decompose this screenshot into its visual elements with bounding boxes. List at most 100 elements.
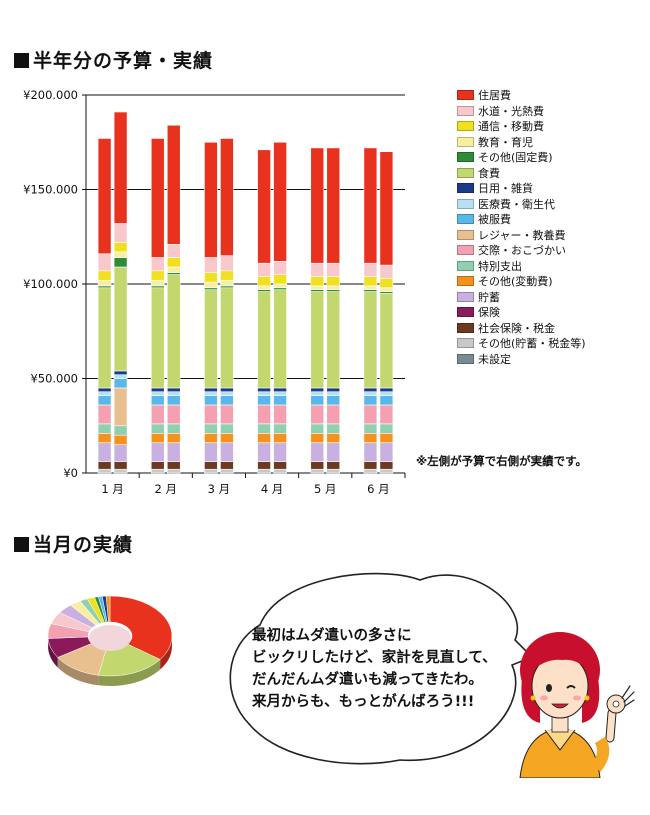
bar-segment-budget xyxy=(204,391,218,396)
bar-segment-actual xyxy=(166,257,181,268)
bar-segment-budget xyxy=(257,291,271,389)
legend-label: 保険 xyxy=(478,306,500,319)
bar-segment-actual xyxy=(326,468,341,474)
legend-label: その他(変動費) xyxy=(478,275,553,288)
bar-segment-actual xyxy=(166,387,181,393)
bar-segment-actual xyxy=(326,285,341,290)
legend-item: 医療費・衛生代 xyxy=(457,197,586,213)
bar-segment-actual xyxy=(273,391,287,396)
bar-segment-actual xyxy=(113,251,128,258)
legend-label: 食費 xyxy=(478,166,500,180)
bar-segment-actual xyxy=(166,442,181,462)
x-tick-label: 4 月 xyxy=(261,482,283,496)
legend-swatch xyxy=(457,121,474,131)
legend-label: 特別支出 xyxy=(478,259,522,273)
legend-item: 水道・光熱費 xyxy=(457,104,586,120)
bar-segment-budget xyxy=(97,461,112,470)
bar-segment-actual xyxy=(379,387,394,393)
bar-segment-actual xyxy=(113,242,128,253)
bar-segment-budget xyxy=(363,433,378,444)
bar-segment-actual xyxy=(166,461,181,470)
bar-segment-actual xyxy=(166,433,181,444)
bar-segment-budget xyxy=(150,395,165,406)
bar-segment-actual xyxy=(113,387,128,427)
bar-segment-actual xyxy=(113,434,128,445)
bar-segment-actual xyxy=(220,395,234,406)
x-tick-label: 5 月 xyxy=(314,482,336,496)
bar-segment-actual xyxy=(220,404,234,425)
bar-segment-actual xyxy=(273,283,287,289)
bar-segment-budget xyxy=(150,442,165,462)
bar-segment-budget xyxy=(204,442,218,462)
x-tick-label: 3 月 xyxy=(208,482,230,496)
bar-segment-actual xyxy=(220,423,234,434)
legend-item: 日用・雑貨 xyxy=(457,181,586,197)
legend-swatch xyxy=(457,245,474,255)
bar-segment-actual xyxy=(220,287,234,389)
bar-segment-actual xyxy=(273,461,287,470)
speech-line: 最初はムダ遣いの多さに xyxy=(252,628,412,644)
legend-label: 医療費・衛生代 xyxy=(478,197,555,211)
bar-segment-budget xyxy=(310,291,325,389)
bar-segment-budget xyxy=(97,279,112,287)
legend-swatch xyxy=(457,183,474,193)
bar-segment-budget xyxy=(204,404,218,425)
bar-segment-budget xyxy=(204,387,218,393)
legend-swatch xyxy=(457,214,474,224)
legend-swatch xyxy=(457,90,474,100)
bar-segment-budget xyxy=(257,149,271,264)
bar-segment-budget xyxy=(257,276,271,287)
bar-segment-budget xyxy=(204,289,218,389)
bar-segment-actual xyxy=(220,391,234,396)
legend-swatch xyxy=(457,291,474,302)
bar-segment-budget xyxy=(97,442,112,462)
bar-segment-budget xyxy=(97,423,112,434)
legend-item: レジャー・教養費 xyxy=(457,228,586,244)
donut-slice-side xyxy=(160,636,172,670)
bar-segment-actual xyxy=(113,468,128,474)
bar-segment-budget xyxy=(310,262,325,277)
bar-segment-budget xyxy=(97,433,112,444)
bar-segment-actual xyxy=(113,378,128,389)
legend-label: 住居費 xyxy=(478,89,511,102)
bar-segment-budget xyxy=(204,281,218,289)
y-tick-label: ¥100.000 xyxy=(23,277,78,291)
y-tick-label: ¥200.000 xyxy=(23,88,78,102)
y-tick-label: ¥150.000 xyxy=(23,183,78,197)
bar-segment-budget xyxy=(97,270,112,281)
bar-segment-actual xyxy=(379,461,394,470)
bar-segment-budget xyxy=(310,276,325,287)
x-tick-label: 1 月 xyxy=(101,482,123,496)
bar-segment-actual xyxy=(273,289,287,389)
bar-segment-budget xyxy=(257,423,271,434)
speech-bubble xyxy=(229,572,530,765)
bar-segment-budget xyxy=(257,391,271,396)
legend-swatch xyxy=(457,322,474,333)
bar-segment-actual xyxy=(326,291,341,389)
bar-segment-budget xyxy=(97,387,112,393)
bar-segment-actual xyxy=(166,404,181,425)
legend-label: レジャー・教養費 xyxy=(478,228,566,242)
legend-item: 住居費 xyxy=(457,88,586,104)
bar-segment-budget xyxy=(363,291,378,389)
bar-segment-budget xyxy=(150,257,165,272)
legend-swatch xyxy=(457,276,474,286)
legend-item: 通信・移動費 xyxy=(457,119,586,135)
budget-section-title: 半年分の予算・実績 xyxy=(14,46,213,73)
bar-segment-budget xyxy=(257,468,271,474)
bar-segment-actual xyxy=(113,111,128,224)
speech-line: ビックリしたけど、家計を見直して、 xyxy=(252,650,497,666)
legend-label: 水道・光熱費 xyxy=(478,104,544,118)
legend-item: その他(固定費) xyxy=(457,150,586,166)
donut-slice-side xyxy=(48,638,58,668)
bar-segment-actual xyxy=(326,461,341,470)
legend-label: その他(貯蓄・税金等) xyxy=(478,337,586,350)
bar-segment-budget xyxy=(363,395,378,406)
bar-segment-budget xyxy=(363,285,378,290)
bar-segment-budget xyxy=(310,395,325,406)
bar-segment-budget xyxy=(363,387,378,393)
legend-swatch xyxy=(457,229,474,240)
bar-segment-budget xyxy=(204,468,218,474)
bar-segment-actual xyxy=(113,257,128,268)
bar-segment-budget xyxy=(150,404,165,425)
